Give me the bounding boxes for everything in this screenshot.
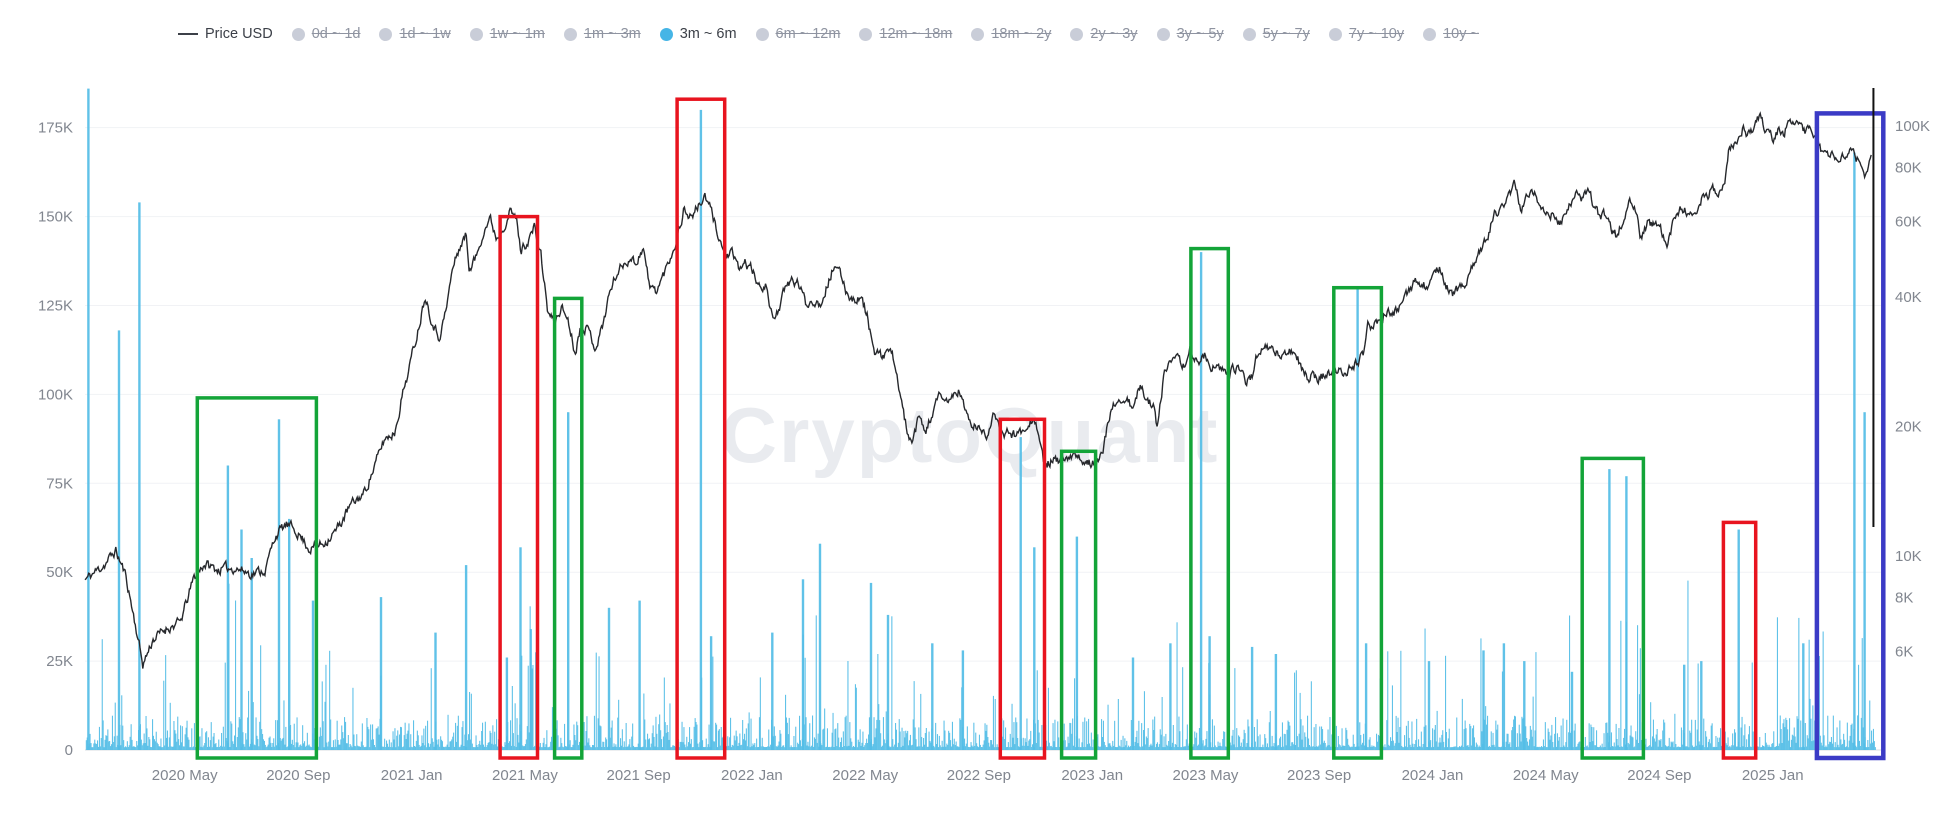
series-dot-icon bbox=[379, 27, 393, 41]
x-axis-tick-label: 2023 Sep bbox=[1287, 767, 1351, 784]
series-dot-icon bbox=[563, 27, 577, 41]
legend-item-label: 0d ~ 1d bbox=[311, 26, 361, 42]
annotation-box-green bbox=[1332, 285, 1384, 760]
legend-item-6m-12m[interactable]: 6m ~ 12m bbox=[755, 26, 841, 42]
x-axis-tick-label: 2024 May bbox=[1513, 767, 1579, 784]
left-axis-tick-label: 75K bbox=[46, 475, 73, 492]
right-axis-tick-label: 10K bbox=[1895, 548, 1922, 565]
legend-item-3y-5y[interactable]: 3y ~ 5y bbox=[1156, 26, 1224, 42]
x-axis-tick-label: 2021 Sep bbox=[606, 767, 670, 784]
legend-item-label: Price USD bbox=[205, 26, 273, 42]
x-axis-tick-label: 2021 Jan bbox=[381, 767, 443, 784]
x-axis-tick-label: 2020 Sep bbox=[266, 767, 330, 784]
legend-item-3m-6m[interactable]: 3m ~ 6m bbox=[659, 26, 737, 42]
right-axis-tick-label: 80K bbox=[1895, 160, 1922, 177]
annotation-box-red bbox=[498, 214, 540, 760]
legend-item-1d-1w[interactable]: 1d ~ 1w bbox=[379, 26, 451, 42]
series-dot-icon bbox=[1423, 27, 1437, 41]
legend-item-2y-3y[interactable]: 2y ~ 3y bbox=[1070, 26, 1138, 42]
series-dot-icon bbox=[755, 27, 769, 41]
price-line bbox=[84, 111, 1872, 669]
legend-item-label: 1m ~ 3m bbox=[583, 26, 641, 42]
right-axis-tick-label: 8K bbox=[1895, 590, 1913, 607]
price-line-swatch-icon bbox=[178, 33, 198, 35]
right-axis-tick-label: 20K bbox=[1895, 419, 1922, 436]
watermark-text: CryptoQuant bbox=[721, 391, 1220, 479]
right-axis-tick-label: 100K bbox=[1895, 118, 1930, 135]
legend-item-label: 1d ~ 1w bbox=[399, 26, 451, 42]
legend-item-label: 1w ~ 1m bbox=[489, 26, 545, 42]
legend-item-label: 2y ~ 3y bbox=[1090, 26, 1138, 42]
legend-item-price-usd[interactable]: Price USD bbox=[178, 26, 273, 42]
left-axis-tick-label: 25K bbox=[46, 653, 73, 670]
series-dot-icon bbox=[1242, 27, 1256, 41]
legend-item-label: 5y ~ 7y bbox=[1262, 26, 1310, 42]
left-axis-tick-label: 150K bbox=[38, 209, 73, 226]
legend-item-label: 12m ~ 18m bbox=[879, 26, 953, 42]
legend-item-5y-7y[interactable]: 5y ~ 7y bbox=[1242, 26, 1310, 42]
left-axis-tick-label: 100K bbox=[38, 386, 73, 403]
x-axis-tick-label: 2022 May bbox=[832, 767, 898, 784]
right-axis-tick-label: 6K bbox=[1895, 643, 1913, 660]
legend-item-label: 18m ~ 2y bbox=[991, 26, 1052, 42]
x-axis-tick-label: 2022 Jan bbox=[721, 767, 783, 784]
right-axis-tick-label: 40K bbox=[1895, 289, 1922, 306]
annotation-box-blue bbox=[1814, 111, 1886, 761]
series-legend: Price USD 0d ~ 1d 1d ~ 1w 1w ~ 1m 1m ~ 3m 3m … bbox=[178, 26, 1479, 42]
x-axis-tick-label: 2024 Jan bbox=[1402, 767, 1464, 784]
legend-item-10y[interactable]: 10y ~ bbox=[1423, 26, 1479, 42]
x-axis-tick-label: 2021 May bbox=[492, 767, 558, 784]
left-axis-tick-label: 0 bbox=[65, 742, 73, 759]
right-axis-tick-label: 60K bbox=[1895, 213, 1922, 230]
annotation-boxes-layer bbox=[195, 97, 1886, 761]
series-dot-icon bbox=[469, 27, 483, 41]
series-dot-icon bbox=[291, 27, 305, 41]
x-axis-tick-label: 2023 May bbox=[1173, 767, 1239, 784]
annotation-box-green bbox=[195, 396, 319, 760]
grid-layer bbox=[85, 127, 1885, 751]
legend-item-label: 6m ~ 12m bbox=[775, 26, 841, 42]
legend-item-1m-3m[interactable]: 1m ~ 3m bbox=[563, 26, 641, 42]
annotation-box-red bbox=[998, 417, 1047, 760]
series-dot-icon bbox=[1328, 27, 1342, 41]
series-dot-icon bbox=[859, 27, 873, 41]
x-axis-tick-label: 2022 Sep bbox=[947, 767, 1011, 784]
series-dot-icon bbox=[1070, 27, 1084, 41]
annotation-box-green bbox=[1059, 449, 1098, 760]
legend-item-7y-10y[interactable]: 7y ~ 10y bbox=[1328, 26, 1405, 42]
legend-item-0d-1d[interactable]: 0d ~ 1d bbox=[291, 26, 361, 42]
legend-item-1w-1m[interactable]: 1w ~ 1m bbox=[469, 26, 545, 42]
annotation-box-green bbox=[1189, 246, 1231, 760]
x-axis-tick-label: 2020 May bbox=[152, 767, 218, 784]
legend-item-label: 7y ~ 10y bbox=[1348, 26, 1405, 42]
legend-item-18m-2y[interactable]: 18m ~ 2y bbox=[971, 26, 1051, 42]
x-axis-tick-label: 2025 Jan bbox=[1742, 767, 1804, 784]
annotation-box-green bbox=[1580, 456, 1646, 760]
annotation-box-red bbox=[675, 97, 727, 760]
legend-item-12m-18m[interactable]: 12m ~ 18m bbox=[859, 26, 952, 42]
series-dot-icon bbox=[1156, 27, 1170, 41]
left-axis-tick-label: 125K bbox=[38, 297, 73, 314]
annotation-box-green bbox=[552, 296, 584, 760]
axis-labels-layer: 0 25K 50K 75K 100K 125K 150K 175K 6K 8K 10K 20K 40K 6… bbox=[38, 118, 1930, 784]
x-axis-tick-label: 2024 Sep bbox=[1627, 767, 1691, 784]
legend-item-label: 3y ~ 5y bbox=[1176, 26, 1224, 42]
series-dot-icon bbox=[971, 27, 985, 41]
series-dot-icon bbox=[659, 27, 673, 41]
legend-item-label: 3m ~ 6m bbox=[679, 26, 737, 42]
left-axis-tick-label: 50K bbox=[46, 564, 73, 581]
legend-item-label: 10y ~ bbox=[1443, 26, 1479, 42]
annotation-box-red bbox=[1721, 520, 1758, 760]
x-axis-tick-label: 2023 Jan bbox=[1061, 767, 1123, 784]
left-axis-tick-label: 175K bbox=[38, 120, 73, 137]
